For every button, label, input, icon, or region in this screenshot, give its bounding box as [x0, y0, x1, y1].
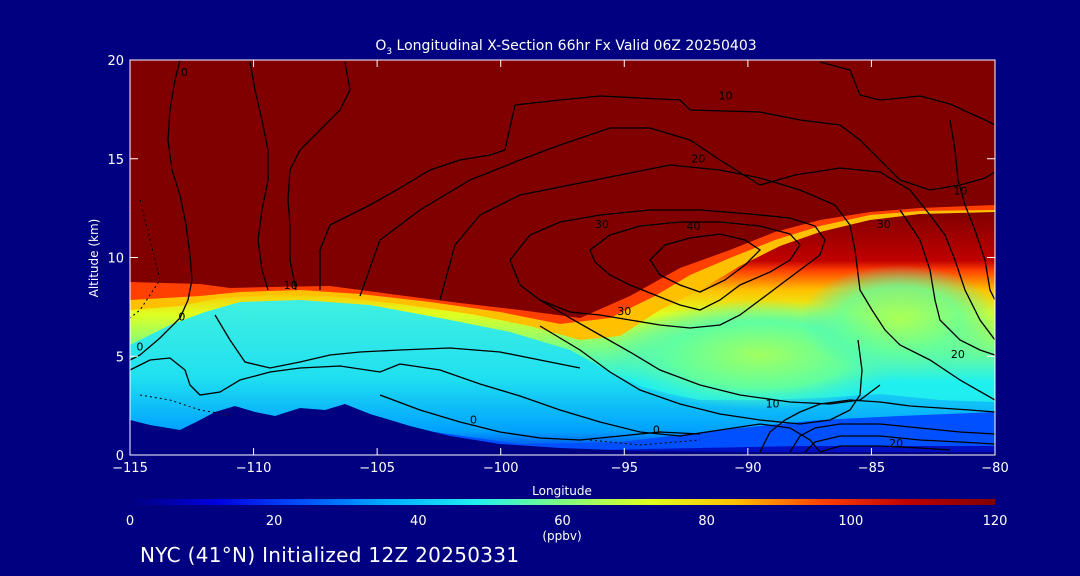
contour-30 [439, 164, 995, 401]
contour-sfc-east-3 [804, 435, 995, 453]
green-plume-east [800, 265, 995, 375]
colorbar-tick-label: 0 [126, 514, 134, 529]
contour-40-mid [589, 221, 801, 311]
y-tick-label: 5 [116, 350, 124, 365]
y-axis-label: Altitude (km) [87, 219, 101, 298]
contour-lines-dashed [130, 199, 701, 446]
contour-east-mid [899, 209, 995, 356]
contour-label: 40 [686, 220, 700, 233]
contour-labels: 0 10 20 30 40 30 10 10 0 0 30 20 10 0 0 20 [136, 66, 967, 450]
contour-west-lower [130, 357, 401, 396]
x-tick-label: −100 [483, 461, 519, 476]
contour-10-upper [319, 95, 995, 290]
contour-label: 10 [766, 398, 780, 411]
contour-label: 0 [181, 66, 188, 79]
contour-label: 30 [877, 218, 891, 231]
chart-title: O3 Longitudinal X-Section 66hr Fx Valid … [375, 38, 756, 57]
x-tick-label: −80 [981, 461, 1008, 476]
y-tick-label: 0 [116, 449, 124, 464]
x-tick-label: −95 [611, 461, 638, 476]
x-tick-label: −85 [858, 461, 885, 476]
contour-label: 0 [470, 413, 477, 426]
colorbar [130, 499, 995, 505]
contour-label: 0 [653, 423, 660, 436]
contour-lines [130, 60, 995, 453]
initialization-caption: NYC (41°N) Initialized 12Z 20250331 [140, 543, 520, 567]
contour-label: 20 [691, 153, 705, 166]
x-tick-label: −105 [359, 461, 395, 476]
colorbar-tick-label: 40 [410, 514, 427, 529]
contour-outer-ridge-2 [287, 61, 351, 291]
colorbar-tick-label: 100 [838, 514, 863, 529]
contour-40-outer [509, 209, 826, 329]
y-tick-label: 20 [107, 54, 124, 69]
colorbar-tick-labels: 0 20 40 60 80 100 120 [126, 514, 1008, 529]
contour-ne-top [819, 61, 995, 126]
x-axis-ticks: −115 −110 −105 −100 −95 −90 −85 −80 [112, 60, 1009, 476]
contour-0-lower [379, 394, 701, 441]
colorbar-tick-label: 120 [983, 514, 1008, 529]
terrain [130, 404, 995, 455]
contour-0-west [130, 60, 193, 361]
contour-label: 10 [953, 184, 967, 197]
contour-label: 20 [951, 348, 965, 361]
contour-40-inner [649, 233, 762, 293]
contour-label: 10 [719, 90, 733, 103]
plot-area: 0 10 20 30 40 30 10 10 0 0 30 20 10 0 0 20 [130, 60, 995, 455]
colorbar-unit: (ppbv) [542, 529, 581, 543]
x-tick-label: −110 [236, 461, 272, 476]
contour-outer-ridge-1 [249, 61, 269, 291]
colorbar-tick-label: 80 [698, 514, 715, 529]
contour-label: 0 [178, 311, 185, 324]
x-axis-label: Longitude [532, 484, 592, 498]
colorbar-tick-label: 60 [554, 514, 571, 529]
contour-label: 0 [136, 340, 143, 353]
contour-sfc-east-4 [819, 445, 951, 453]
contour-30-lower [539, 299, 881, 405]
contour-label: 10 [284, 279, 298, 292]
contour-label: 30 [617, 305, 631, 318]
contour-sfc-east-1 [759, 399, 995, 453]
y-tick-label: 15 [107, 153, 124, 168]
contour-10-lower [399, 363, 821, 453]
x-tick-label: −90 [734, 461, 761, 476]
y-tick-label: 10 [107, 252, 124, 267]
x-tick-label: −115 [112, 461, 148, 476]
contour-20-lower [539, 325, 863, 425]
colorbar-tick-label: 20 [266, 514, 283, 529]
contour-east-ridge [949, 119, 995, 301]
contour-label: 20 [889, 437, 903, 450]
contour-label: 30 [595, 218, 609, 231]
contour-west-2 [214, 314, 581, 369]
contour-sfc-east-2 [789, 423, 995, 453]
contour-20-upper [359, 127, 995, 341]
